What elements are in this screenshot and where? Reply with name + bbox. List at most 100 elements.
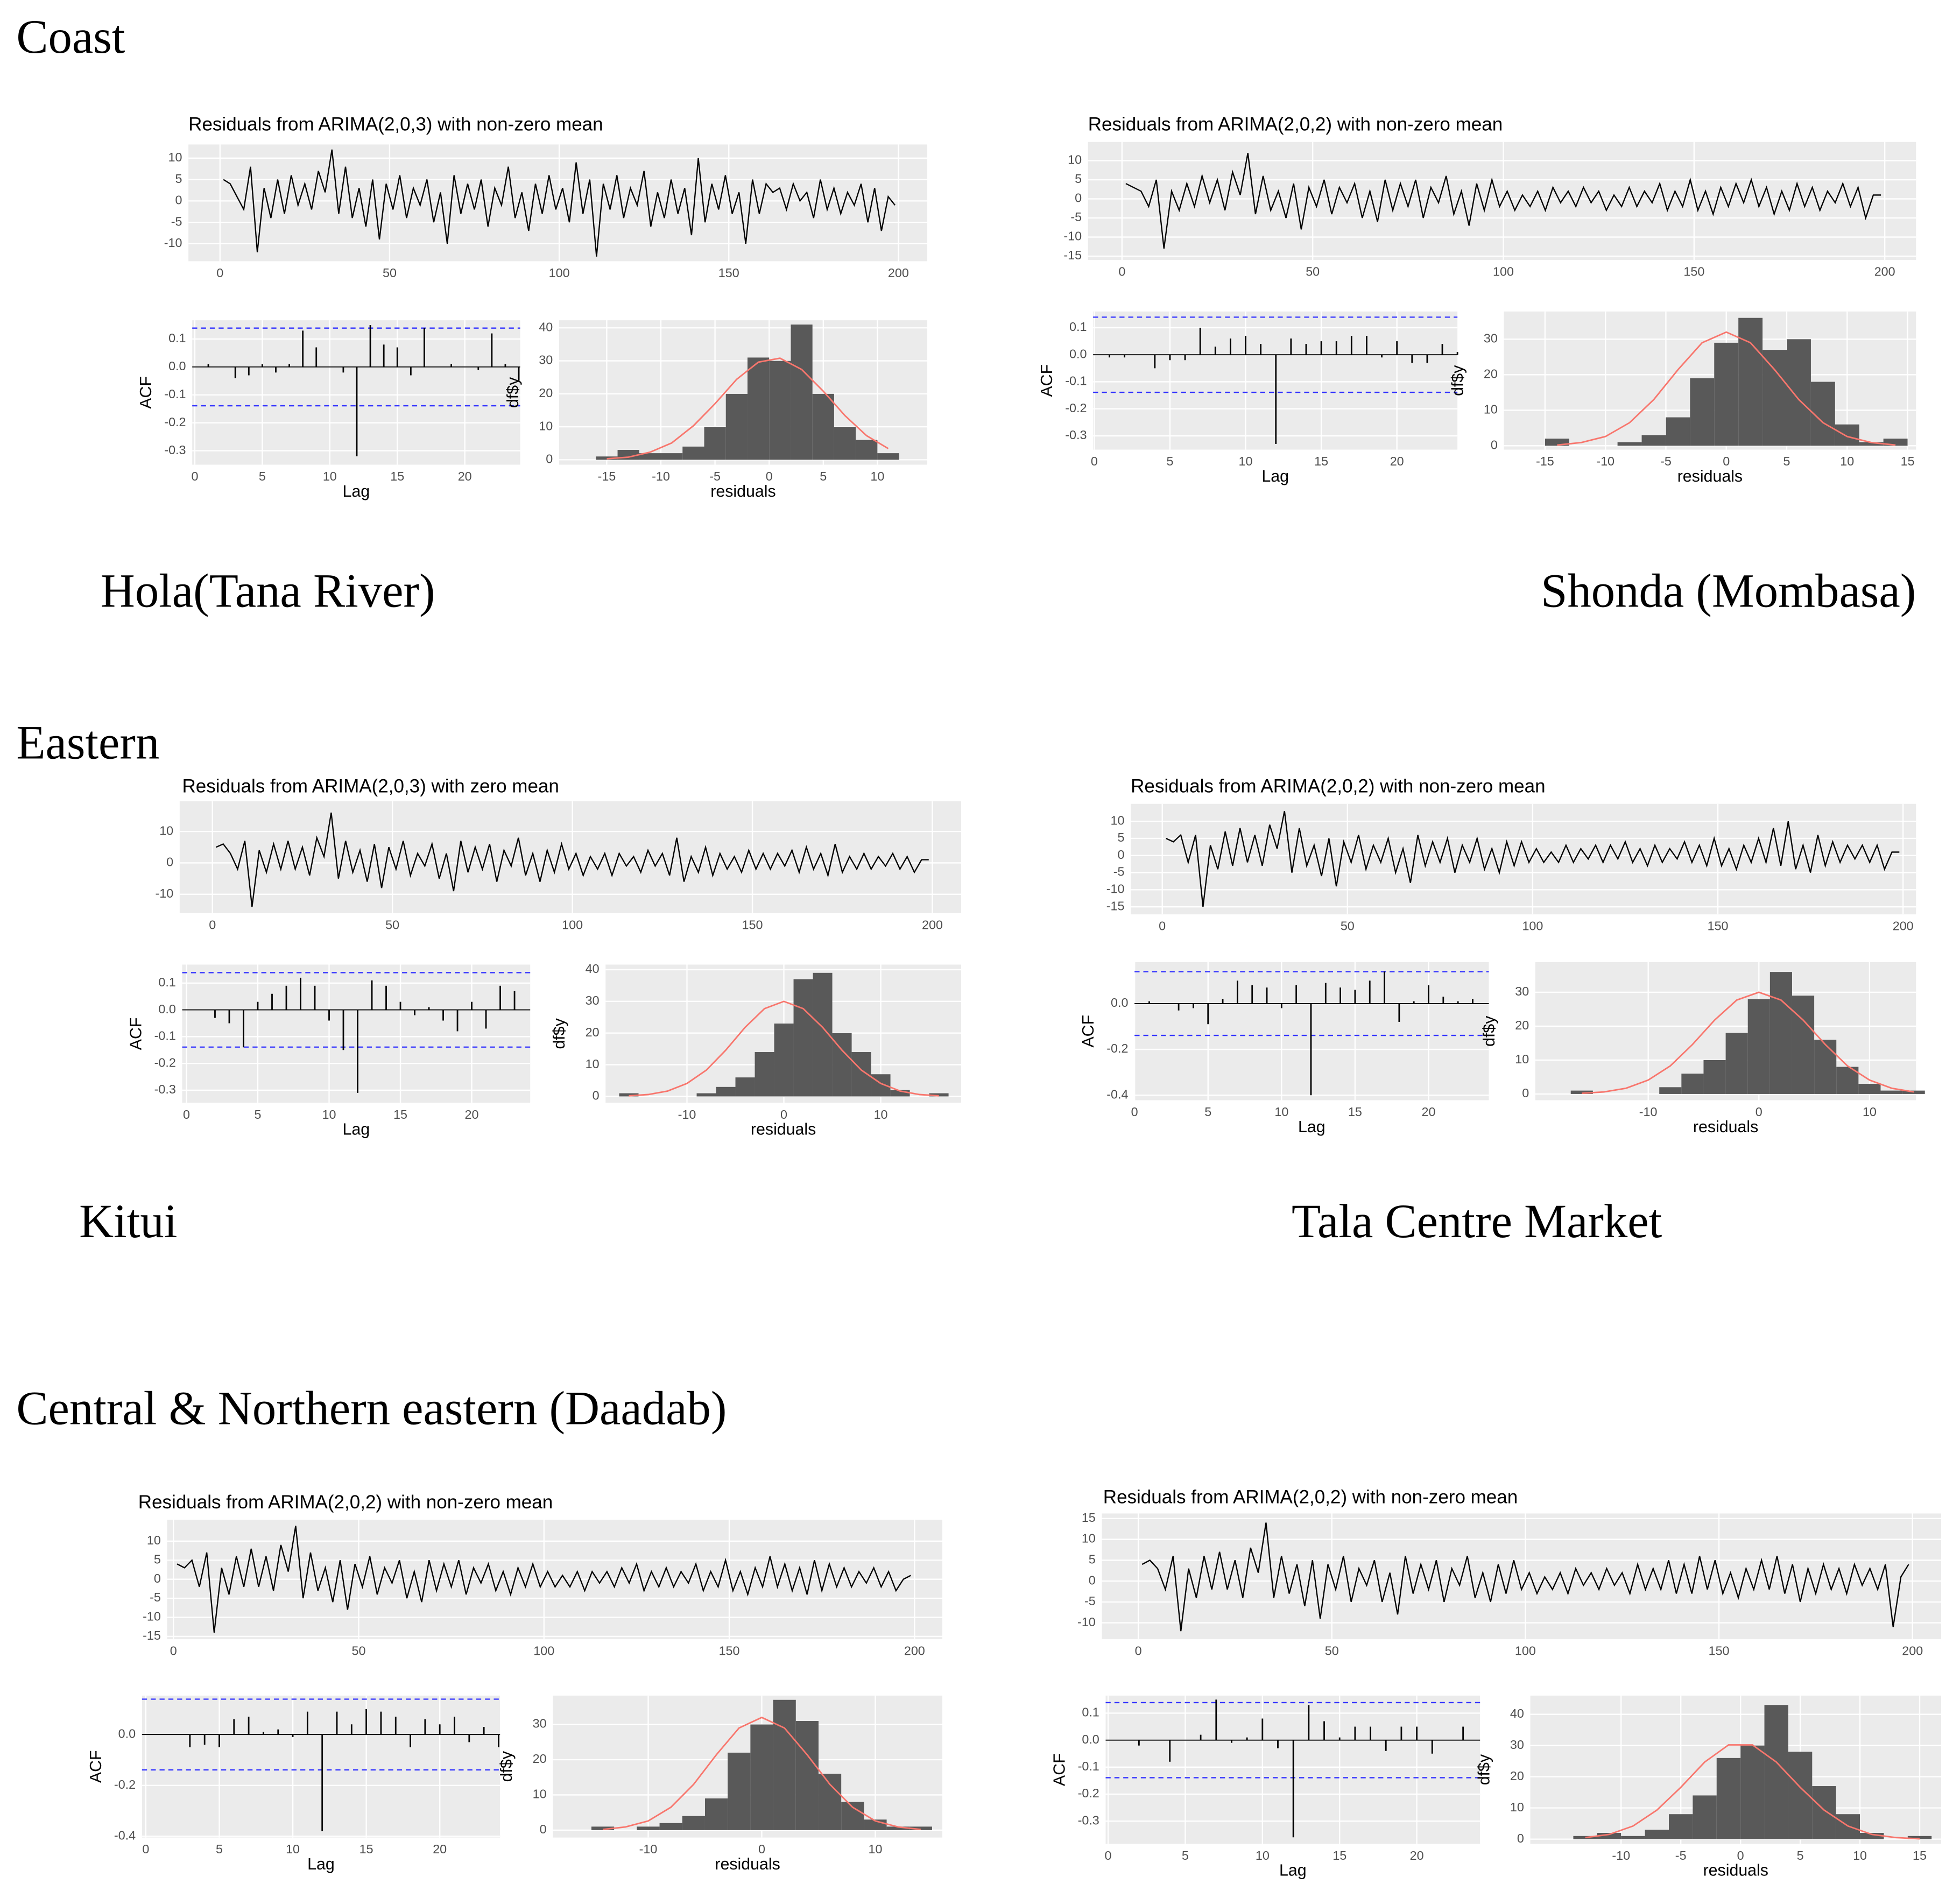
residual-line [1166,810,1900,907]
histogram-bar [1814,1040,1837,1094]
y-tick-label: 0 [593,1089,600,1103]
histogram-bar [1716,1758,1741,1839]
histogram-bar [716,1086,736,1097]
plot-background [142,1695,500,1838]
x-tick-label: 0 [1135,1643,1142,1657]
x-tick-label: 200 [1902,1643,1923,1657]
histogram-bar [1570,1090,1593,1094]
x-tick-label: 15 [393,1107,407,1121]
histogram-bar [725,393,748,460]
y-tick-label: 0.1 [1069,320,1087,334]
x-tick-label: 5 [1166,454,1173,468]
histogram-bar [1860,1833,1884,1839]
x-tick-label: 20 [1410,1848,1424,1862]
x-tick-label: 0 [1723,454,1730,468]
x-tick-label: 200 [1893,919,1914,933]
y-tick-label: 10 [168,150,182,164]
y-tick-label: -0.2 [1078,1786,1099,1800]
x-tick-label: 150 [1708,919,1729,933]
x-tick-label: 5 [1797,1848,1804,1862]
y-tick-label: 0.0 [1069,347,1087,361]
histogram-bar [793,979,813,1097]
x-tick-label: 100 [1522,919,1543,933]
x-tick-label: 5 [1783,454,1790,468]
y-axis-label: ACF [1038,364,1056,397]
histogram-bar [1740,1745,1765,1839]
x-tick-label: 10 [1840,454,1854,468]
y-tick-label: -5 [1113,865,1125,879]
y-tick-label: -5 [171,214,182,228]
plot-background [1131,803,1916,915]
y-tick-label: -10 [1077,1615,1096,1629]
x-tick-label: 100 [549,266,570,280]
x-tick-label: 10 [874,1107,888,1121]
y-tick-label: 40 [586,962,600,976]
x-tick-label: 200 [888,266,909,280]
x-tick-label: 50 [352,1643,366,1657]
y-axis-label: ACF [127,1018,145,1050]
x-tick-label: 100 [1515,1643,1536,1657]
y-axis-label: df$y [551,1018,568,1049]
x-axis-label: Lag [307,1855,335,1873]
y-tick-label: 30 [1510,1738,1524,1752]
y-tick-label: 5 [175,172,182,186]
x-tick-label: 10 [1863,1105,1877,1119]
histogram-bar [659,1823,682,1830]
x-axis-label: Lag [343,483,370,500]
histogram-bar [818,1774,842,1830]
y-tick-label: 10 [1515,1052,1529,1066]
histogram-bar [637,1826,660,1830]
x-tick-label: 20 [458,469,472,483]
x-tick-label: 0 [216,266,223,280]
histogram-bar [929,1093,949,1097]
x-axis-label: residuals [710,483,775,500]
y-tick-label: -5 [150,1590,161,1604]
x-tick-label: 5 [254,1107,261,1121]
y-tick-label: 20 [586,1025,600,1039]
y-tick-label: 0 [1517,1831,1524,1845]
y-tick-label: 30 [1515,984,1529,998]
histogram-bar [834,427,856,460]
histogram-bar [877,453,899,460]
x-tick-label: 5 [820,469,827,483]
x-tick-label: 0 [170,1643,177,1657]
histogram-bar [795,1721,819,1830]
x-tick-label: 0 [209,918,216,932]
y-tick-label: 10 [1111,813,1125,827]
histogram-bar [1880,1090,1903,1094]
histogram-bar [1666,417,1690,446]
histogram-bar [1859,442,1884,446]
histogram-bar [735,1077,755,1097]
y-tick-label: 40 [539,320,553,334]
y-axis-label: ACF [1080,1015,1097,1048]
x-axis-label: residuals [1693,1118,1758,1136]
section-heading: Central & Northern eastern (Daadab) [16,1382,727,1435]
x-tick-label: 10 [870,469,884,483]
y-tick-label: 0 [1117,848,1124,862]
x-axis-label: residuals [751,1121,816,1139]
x-tick-label: 0 [1737,1848,1744,1862]
normal-fit-curve [607,357,889,460]
histogram-bar [1693,1795,1717,1839]
x-tick-label: 15 [1314,454,1328,468]
y-axis-label: df$y [1480,1015,1498,1047]
x-tick-label: 10 [1256,1848,1270,1862]
y-tick-label: 0 [166,855,173,869]
y-tick-label: -0.2 [114,1777,136,1791]
histogram-bar [769,361,791,460]
x-axis-label: Lag [1261,468,1289,485]
y-tick-label: 0.0 [118,1726,136,1740]
x-tick-label: 100 [533,1643,554,1657]
histogram-bar [1641,435,1666,446]
normal-fit-curve [602,1716,921,1830]
x-tick-label: 10 [1274,1105,1288,1119]
normal-fit-curve [1557,331,1896,446]
x-tick-label: 50 [383,266,397,280]
x-tick-label: 0 [1091,454,1098,468]
histogram-bar [890,1090,910,1097]
histogram-bar [661,453,683,460]
y-tick-label: -15 [143,1628,161,1642]
x-tick-label: 10 [286,1842,300,1856]
y-tick-label: 30 [586,993,600,1007]
chart-title: Residuals from ARIMA(2,0,3) with zero me… [182,776,559,797]
